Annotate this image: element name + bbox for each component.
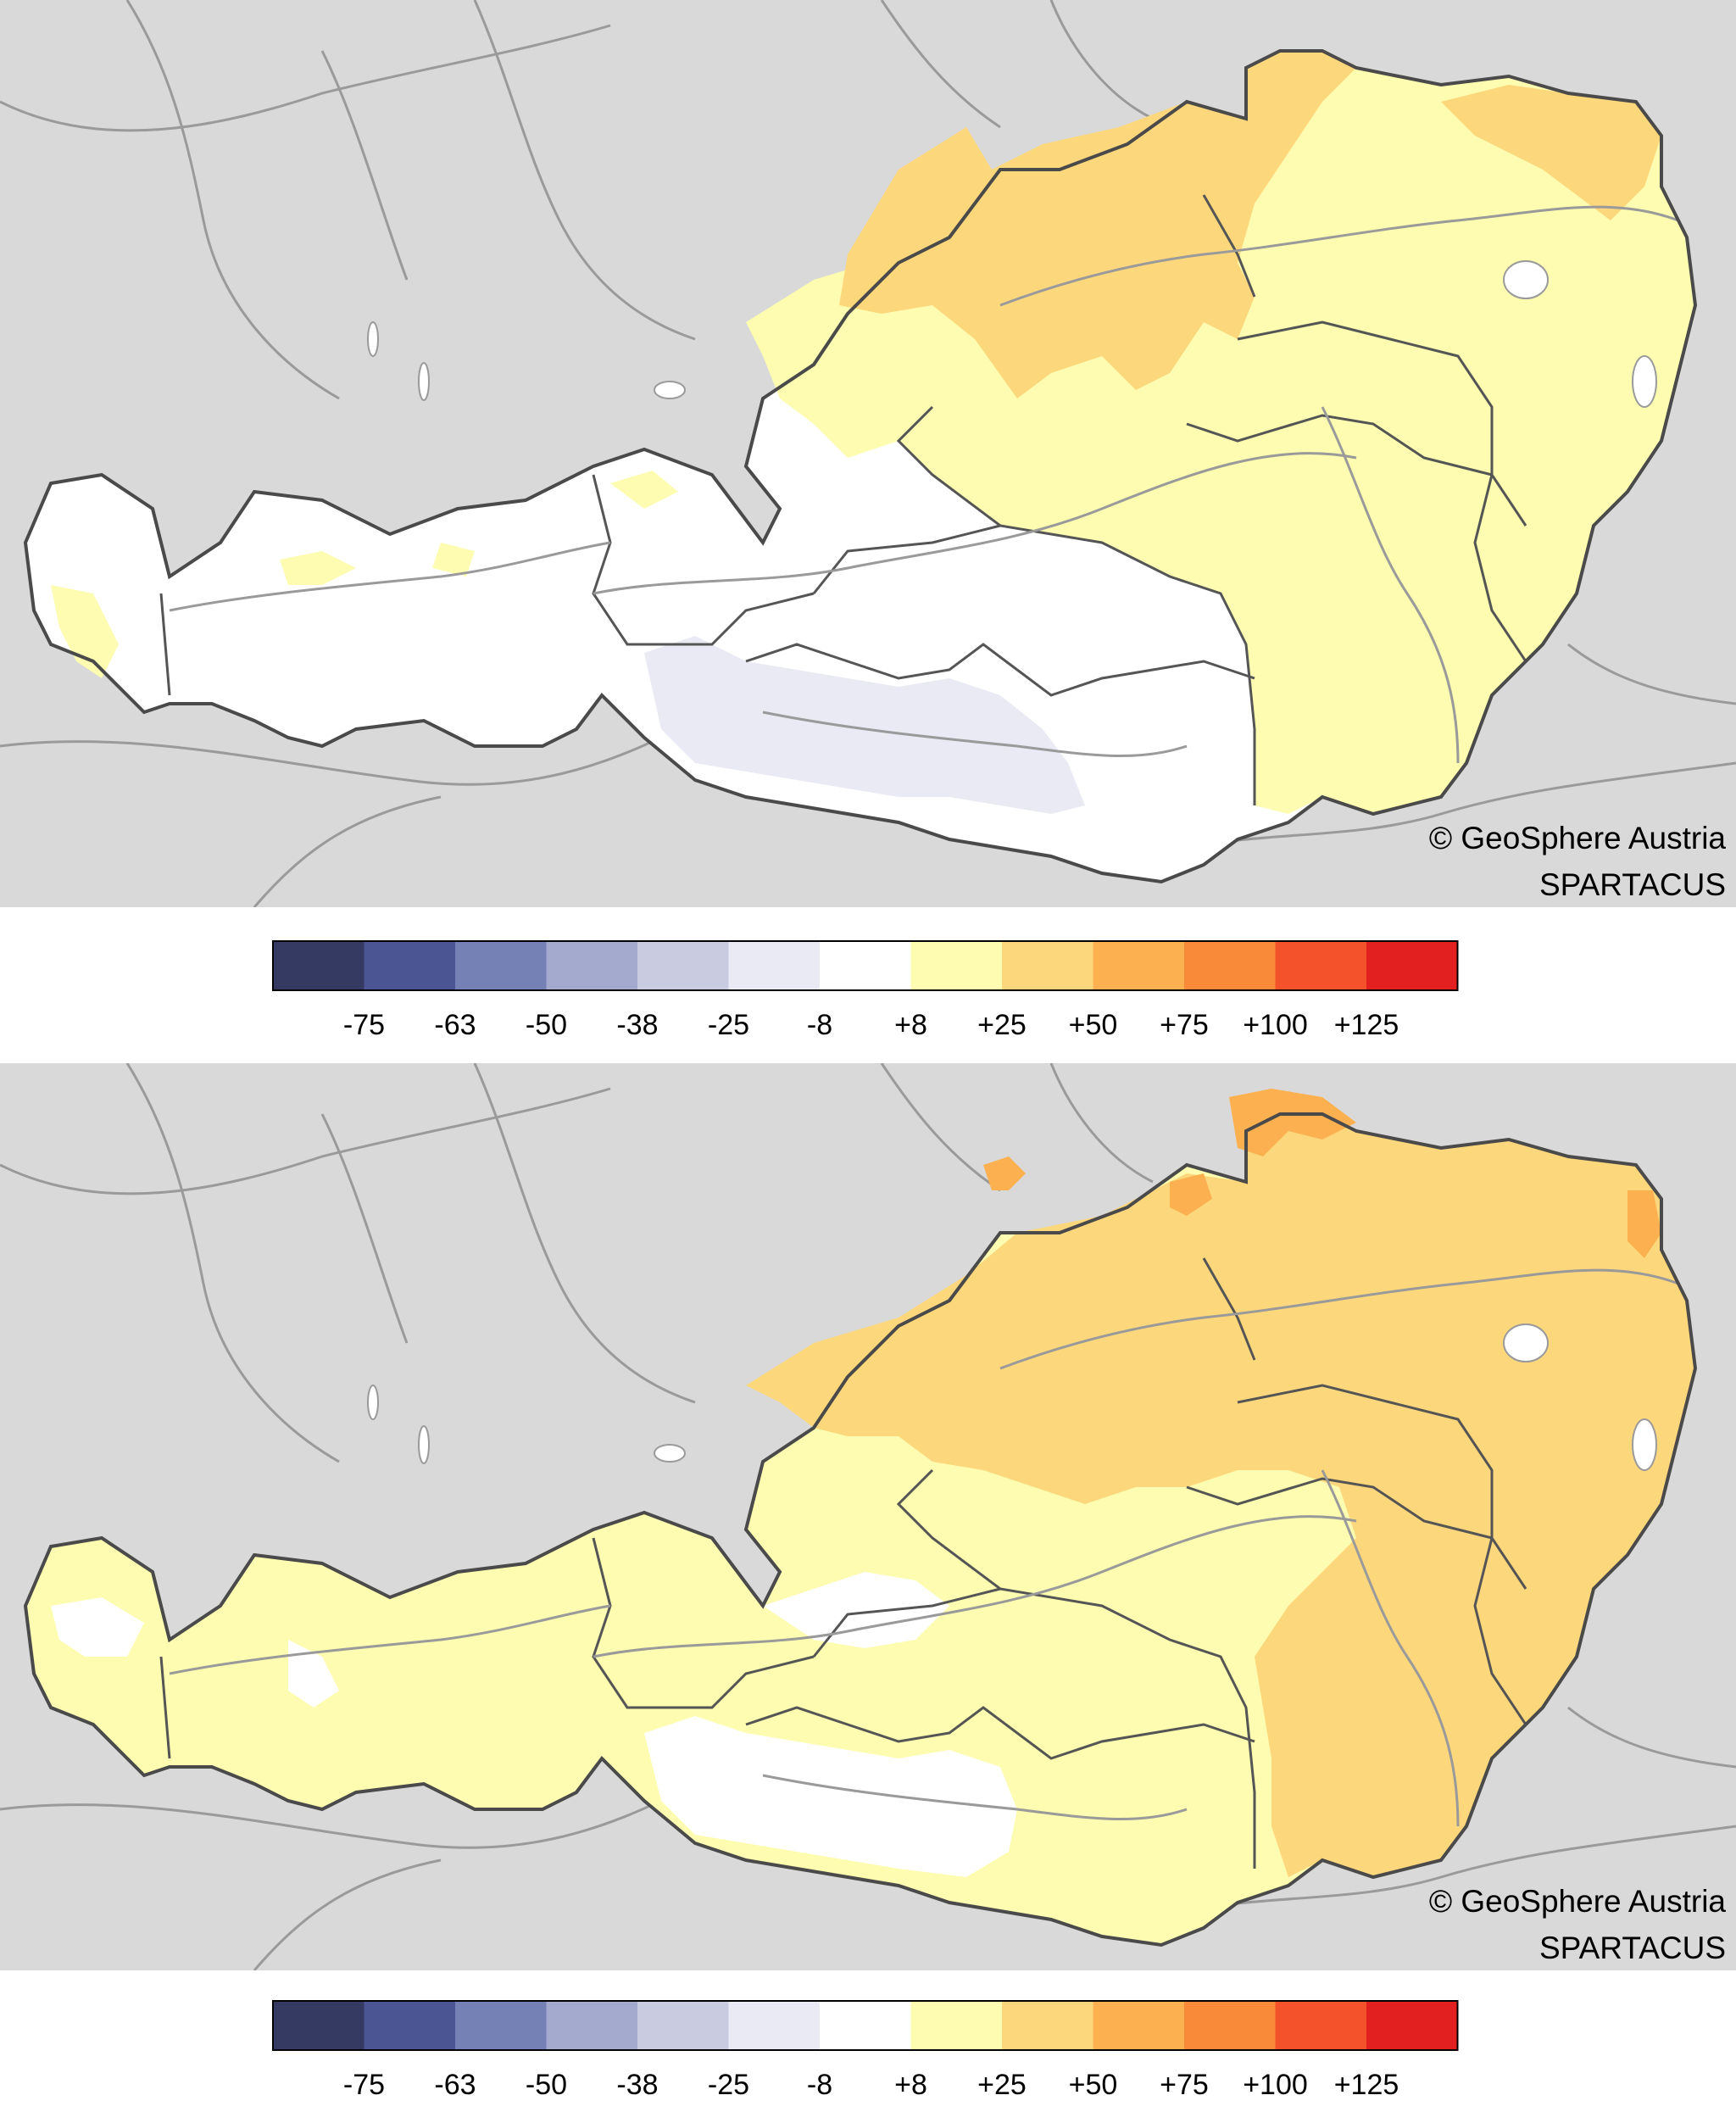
- legend-swatch: [1093, 941, 1185, 990]
- legend-swatch: [455, 941, 547, 990]
- legend-tick-label: +8: [894, 1009, 927, 1041]
- lakes: [367, 260, 1657, 408]
- credit-geosphere: © GeoSphere Austria: [1428, 1884, 1726, 1919]
- legend-tick-label: -75: [342, 2069, 386, 2101]
- legend-tick-label: -38: [616, 1009, 659, 1041]
- austria-map-top: [0, 0, 1736, 907]
- legend-tick-label: -8: [806, 1009, 833, 1041]
- zone-orange-northeast: [1441, 85, 1661, 220]
- rivers-outside: [0, 1063, 1736, 1970]
- legend-swatch: [728, 2001, 821, 2050]
- legend-tick-label: -75: [342, 1009, 386, 1041]
- legend-tick-label: +75: [1160, 1009, 1209, 1041]
- legend-tick-label: -50: [525, 2069, 568, 2101]
- legend-tick-label: +100: [1243, 2069, 1308, 2101]
- legend-swatch: [820, 2001, 911, 2050]
- rivers-inside: [169, 1268, 1679, 1827]
- legend-tick-label: -25: [707, 1009, 750, 1041]
- legend-tick-label: +100: [1243, 1009, 1308, 1041]
- legend-swatch: [637, 941, 729, 990]
- legend-swatch: [1002, 941, 1093, 990]
- legend-swatch: [455, 2001, 547, 2050]
- rivers-outside: [0, 0, 1736, 907]
- legend-bar-bottom: [272, 2000, 1459, 2051]
- legend-swatch: [1366, 2001, 1458, 2050]
- legend-bar-top: [272, 940, 1459, 991]
- legend-swatch: [637, 2001, 729, 2050]
- austria-map-bottom: [0, 1063, 1736, 1970]
- legend-swatch: [546, 941, 638, 990]
- legend-tick-label: +25: [977, 1009, 1027, 1041]
- legend-tick-label: +8: [894, 2069, 927, 2101]
- legend-swatch: [1275, 2001, 1367, 2050]
- legend-tick-label: -38: [616, 2069, 659, 2101]
- legend-swatch: [1184, 941, 1276, 990]
- zone-orange-north: [746, 1114, 1695, 1877]
- state-borders: [159, 1257, 1544, 1869]
- austria-border-bottom: [23, 1112, 1698, 1947]
- credit-spartacus: SPARTACUS: [1539, 867, 1726, 902]
- legend-frame: [272, 940, 1459, 991]
- legend-tick-label: -63: [434, 1009, 476, 1041]
- zone-orange-north: [839, 51, 1356, 398]
- legend-tick-label: +125: [1333, 2069, 1399, 2101]
- legend-tick-label: +50: [1068, 1009, 1118, 1041]
- legend-swatch: [820, 941, 911, 990]
- zone-white-center: [51, 1572, 949, 1708]
- legend-swatch: [546, 2001, 638, 2050]
- map-panel-bottom: © GeoSphere Austria SPARTACUS: [0, 1063, 1736, 1970]
- legend-swatch: [910, 941, 1003, 990]
- color-legend-top: -75 -63 -50 -38 -25 -8 +8 +25 +50 +75 +100 +125: [0, 924, 1736, 1060]
- legend-swatch: [1002, 2001, 1093, 2050]
- legend-tick-label: -8: [806, 2069, 833, 2101]
- legend-tick-label: +25: [977, 2069, 1027, 2101]
- legend-tick-label: -63: [434, 2069, 476, 2101]
- color-legend-bottom: -75 -63 -50 -38 -25 -8 +8 +25 +50 +75 +100 +125: [0, 1984, 1736, 2120]
- legend-swatch: [910, 2001, 1003, 2050]
- austria-border-top: [23, 49, 1698, 884]
- rivers-inside: [169, 205, 1679, 764]
- legend-tick-label: -50: [525, 1009, 568, 1041]
- legend-swatch: [364, 2001, 456, 2050]
- legend-swatch: [1275, 941, 1367, 990]
- legend-tick-label: +50: [1068, 2069, 1118, 2101]
- legend-swatch: [273, 2001, 364, 2050]
- legend-swatch: [728, 941, 821, 990]
- lakes: [367, 1323, 1657, 1471]
- legend-frame: [272, 2000, 1459, 2051]
- legend-swatch: [1366, 941, 1458, 990]
- legend-swatch: [364, 941, 456, 990]
- credit-spartacus: SPARTACUS: [1539, 1931, 1726, 1965]
- legend-tick-label: +75: [1160, 2069, 1209, 2101]
- legend-swatch: [1184, 2001, 1276, 2050]
- map-panel-top: © GeoSphere Austria SPARTACUS: [0, 0, 1736, 907]
- legend-swatch: [273, 941, 364, 990]
- legend-tick-label: +125: [1333, 1009, 1399, 1041]
- credit-geosphere: © GeoSphere Austria: [1428, 821, 1726, 855]
- zone-darkorange-north: [983, 1089, 1661, 1258]
- zone-white-south: [644, 1716, 1017, 1877]
- legend-tick-label: -25: [707, 2069, 750, 2101]
- zone-lavender-south: [644, 636, 1085, 814]
- legend-swatch: [1093, 2001, 1185, 2050]
